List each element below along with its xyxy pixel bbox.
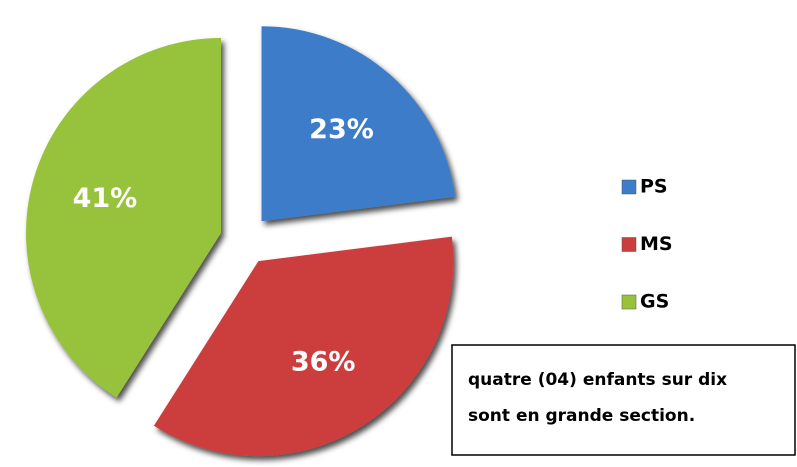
legend-label: PS (640, 176, 668, 198)
pie-slice (153, 236, 454, 457)
annotation: sont en grande section. (468, 406, 695, 426)
annotation-box (451, 344, 796, 456)
pie-slice (25, 38, 221, 398)
legend-label: GS (640, 291, 669, 313)
legend-swatch (621, 294, 637, 310)
annotation: quatre (04) enfants sur dix (468, 370, 727, 390)
value-label: 41% (73, 183, 138, 214)
legend-label: MS (640, 233, 673, 255)
legend-swatch (621, 179, 637, 195)
pie-slice (261, 26, 455, 222)
value-label: 23% (309, 114, 374, 145)
value-label: 36% (291, 347, 356, 378)
legend-swatch (621, 237, 637, 252)
